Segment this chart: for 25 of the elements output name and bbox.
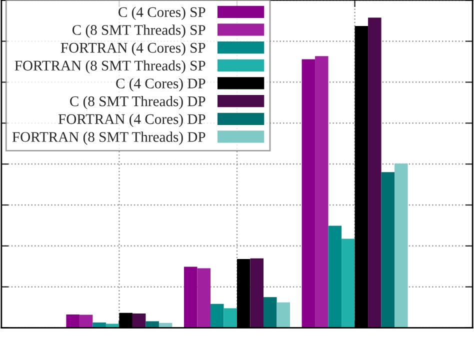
bar	[302, 59, 316, 328]
bar	[197, 268, 210, 328]
bar	[276, 302, 290, 328]
bar	[250, 258, 264, 328]
bar	[66, 314, 80, 328]
bar	[132, 314, 146, 328]
bar	[381, 172, 395, 328]
bar	[315, 56, 328, 328]
bar	[368, 18, 382, 328]
legend-label: FORTRAN (8 SMT Threads) SP	[14, 60, 206, 74]
legend-label: C (8 SMT Threads) DP	[70, 96, 206, 110]
legend-label: C (4 Cores) DP	[116, 78, 206, 92]
bar	[328, 226, 342, 328]
legend-label: C (4 Cores) SP	[118, 6, 206, 20]
legend-label: FORTRAN (8 SMT Threads) DP	[12, 132, 206, 145]
legend-label: FORTRAN (4 Cores) SP	[60, 42, 206, 56]
legend-label: FORTRAN (4 Cores) DP	[58, 114, 206, 128]
bar	[224, 308, 237, 328]
legend-label: C (8 SMT Threads) SP	[72, 24, 206, 38]
bar	[264, 297, 277, 328]
bar	[79, 314, 93, 328]
bar	[342, 238, 355, 328]
bar	[210, 304, 224, 328]
bar	[394, 163, 408, 328]
bar	[184, 266, 198, 328]
